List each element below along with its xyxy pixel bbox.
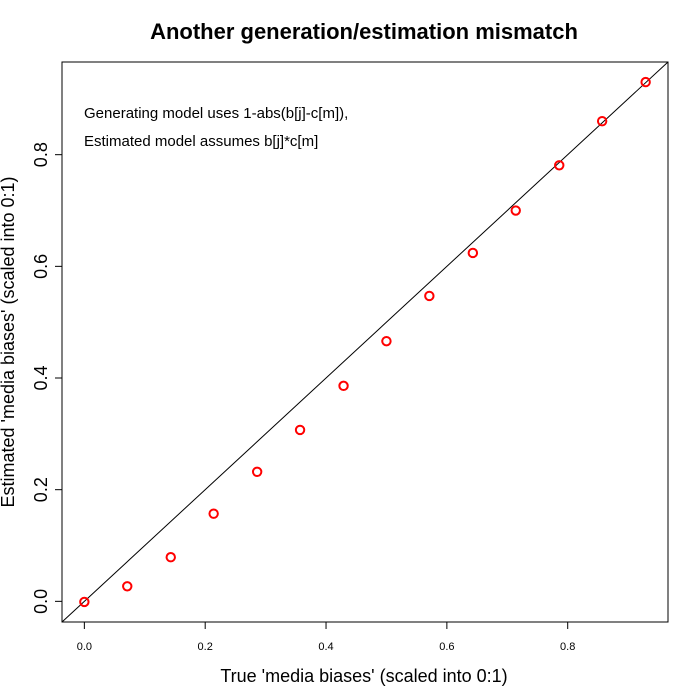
y-tick-label: 0.2 [31, 477, 51, 502]
y-axis: 0.0 0.2 0.4 0.6 0.8 [31, 142, 62, 614]
data-point [208, 508, 219, 519]
data-point [424, 290, 435, 302]
x-tick-label: 0.8 [560, 641, 575, 653]
x-axis-label: True 'media biases' (scaled into 0:1) [220, 666, 507, 686]
data-point [251, 466, 263, 478]
annotation-block: Generating model uses 1-abs(b[j]-c[m]), … [84, 105, 348, 150]
data-point [294, 424, 306, 436]
data-point [554, 160, 565, 171]
x-tick-label: 0.4 [318, 641, 333, 653]
y-tick-label: 0.6 [31, 254, 51, 279]
x-tick-label: 0.6 [439, 641, 454, 653]
x-tick-label: 0.2 [198, 641, 213, 653]
data-point [510, 205, 521, 216]
data-point [467, 247, 479, 259]
reference-line [61, 61, 669, 623]
y-tick-label: 0.0 [31, 589, 51, 614]
data-point [640, 76, 651, 88]
x-tick-label: 0.0 [77, 641, 92, 653]
y-tick-label: 0.4 [31, 365, 51, 390]
data-point [79, 596, 90, 608]
data-point [338, 380, 349, 392]
y-axis-label: Estimated 'media biases' (scaled into 0:… [0, 176, 18, 507]
x-axis: 0.0 0.2 0.4 0.6 0.8 [77, 622, 575, 653]
data-point [381, 335, 392, 347]
data-point [165, 552, 176, 563]
y-tick-label: 0.8 [31, 142, 51, 167]
data-point [122, 581, 133, 592]
plot-frame [61, 61, 669, 623]
chart-title: Another generation/estimation mismatch [150, 19, 578, 44]
annotation-line-1: Generating model uses 1-abs(b[j]-c[m]), [84, 105, 348, 122]
reference-line-layer [61, 61, 669, 623]
data-point [596, 115, 608, 127]
data-points [79, 76, 651, 608]
annotation-line-2: Estimated model assumes b[j]*c[m] [84, 133, 318, 150]
